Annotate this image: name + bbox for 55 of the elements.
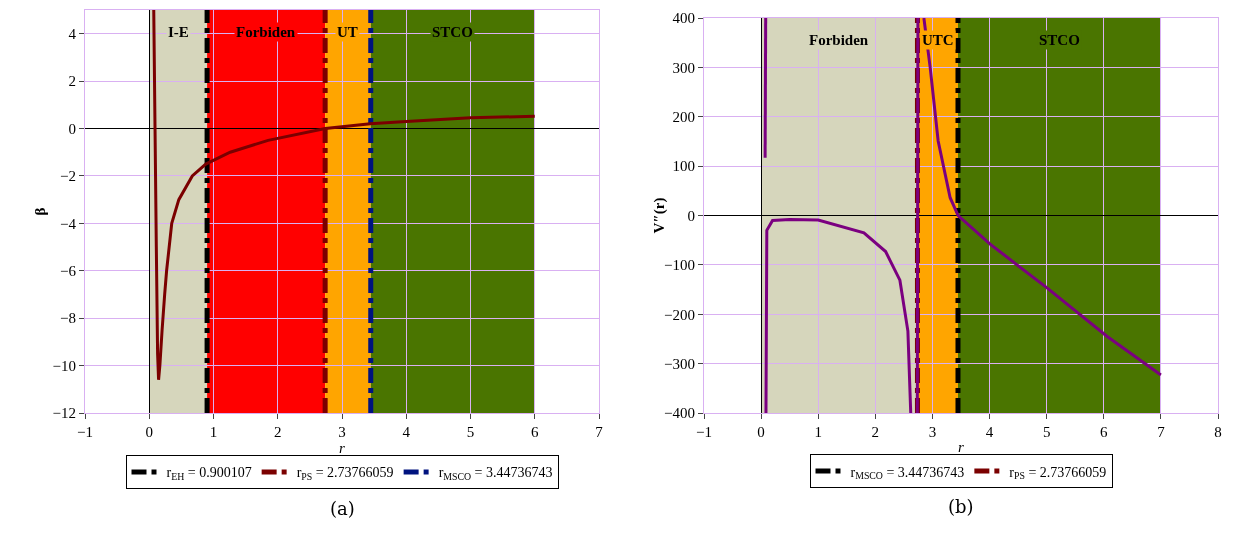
x-tick-label: 7	[1157, 424, 1166, 440]
x-axis-title: r	[339, 440, 346, 456]
y-tick-label: 0	[687, 207, 695, 224]
legend-label: r$_{PS}$ = 2.73766059	[1009, 464, 1107, 482]
x-tick-label: 7	[595, 424, 604, 440]
x-axis-title: r	[958, 439, 965, 455]
x-tick-label: −1	[696, 424, 712, 440]
legend-label: r$_{MSCO}$ = 3.44736743	[438, 465, 553, 483]
band-label: Forbiden	[236, 24, 296, 40]
y-tick-label: 100	[672, 158, 695, 175]
ref-line-label: r$_{EH}$ = 0.900107	[166, 465, 252, 483]
y-axis-title: β	[32, 207, 48, 216]
y-tick-label: 4	[68, 25, 77, 42]
x-tick-label: 5	[466, 424, 475, 440]
band-label: UT	[337, 24, 358, 40]
y-tick-label: 0	[68, 120, 76, 137]
x-tick-label: 6	[531, 424, 539, 440]
band-label: UTC	[922, 32, 954, 48]
band-label: I-E	[168, 24, 189, 40]
y-axis-title: V″(r)	[651, 197, 668, 234]
x-tick-label: 5	[1042, 424, 1051, 440]
legend-label: r$_{MSCO}$ = 3.44736743	[850, 464, 965, 482]
y-tick-label: −10	[52, 357, 76, 374]
x-tick-label: 1	[209, 424, 218, 440]
band-label: STCO	[432, 24, 473, 40]
y-tick-label: 200	[672, 109, 695, 125]
y-tick-label: −6	[60, 263, 77, 280]
y-tick-label: −4	[60, 215, 77, 232]
y-tick-label: −100	[664, 257, 695, 274]
x-tick-label: 0	[757, 424, 765, 440]
x-tick-label: 0	[145, 424, 153, 440]
y-tick-label: 2	[68, 73, 76, 90]
y-tick-label: −200	[664, 306, 695, 323]
x-tick-label: 3	[338, 424, 346, 440]
legend-label: r$_{PS}$ = 2.73766059	[296, 465, 394, 483]
x-tick-label: 2	[274, 424, 282, 440]
x-tick-label: 4	[985, 424, 994, 440]
x-tick-label: 8	[1214, 424, 1222, 440]
x-tick-label: 2	[871, 424, 880, 440]
text: (b)	[948, 496, 974, 517]
y-tick-label: −8	[60, 310, 76, 327]
band-label: STCO	[1039, 32, 1080, 48]
y-tick-label: 300	[672, 59, 695, 76]
x-tick-label: 1	[814, 424, 822, 440]
text: (a)	[330, 498, 355, 519]
band-label: Forbiden	[809, 32, 869, 48]
x-tick-label: −1	[77, 424, 93, 440]
x-tick-label: 6	[1100, 424, 1109, 440]
x-tick-label: 3	[928, 424, 937, 440]
y-tick-label: −12	[52, 405, 76, 422]
y-tick-label: 400	[672, 10, 695, 27]
y-tick-label: −300	[664, 355, 695, 372]
y-tick-label: −400	[664, 405, 695, 422]
x-tick-label: 4	[402, 424, 411, 440]
y-tick-label: −2	[60, 168, 76, 185]
